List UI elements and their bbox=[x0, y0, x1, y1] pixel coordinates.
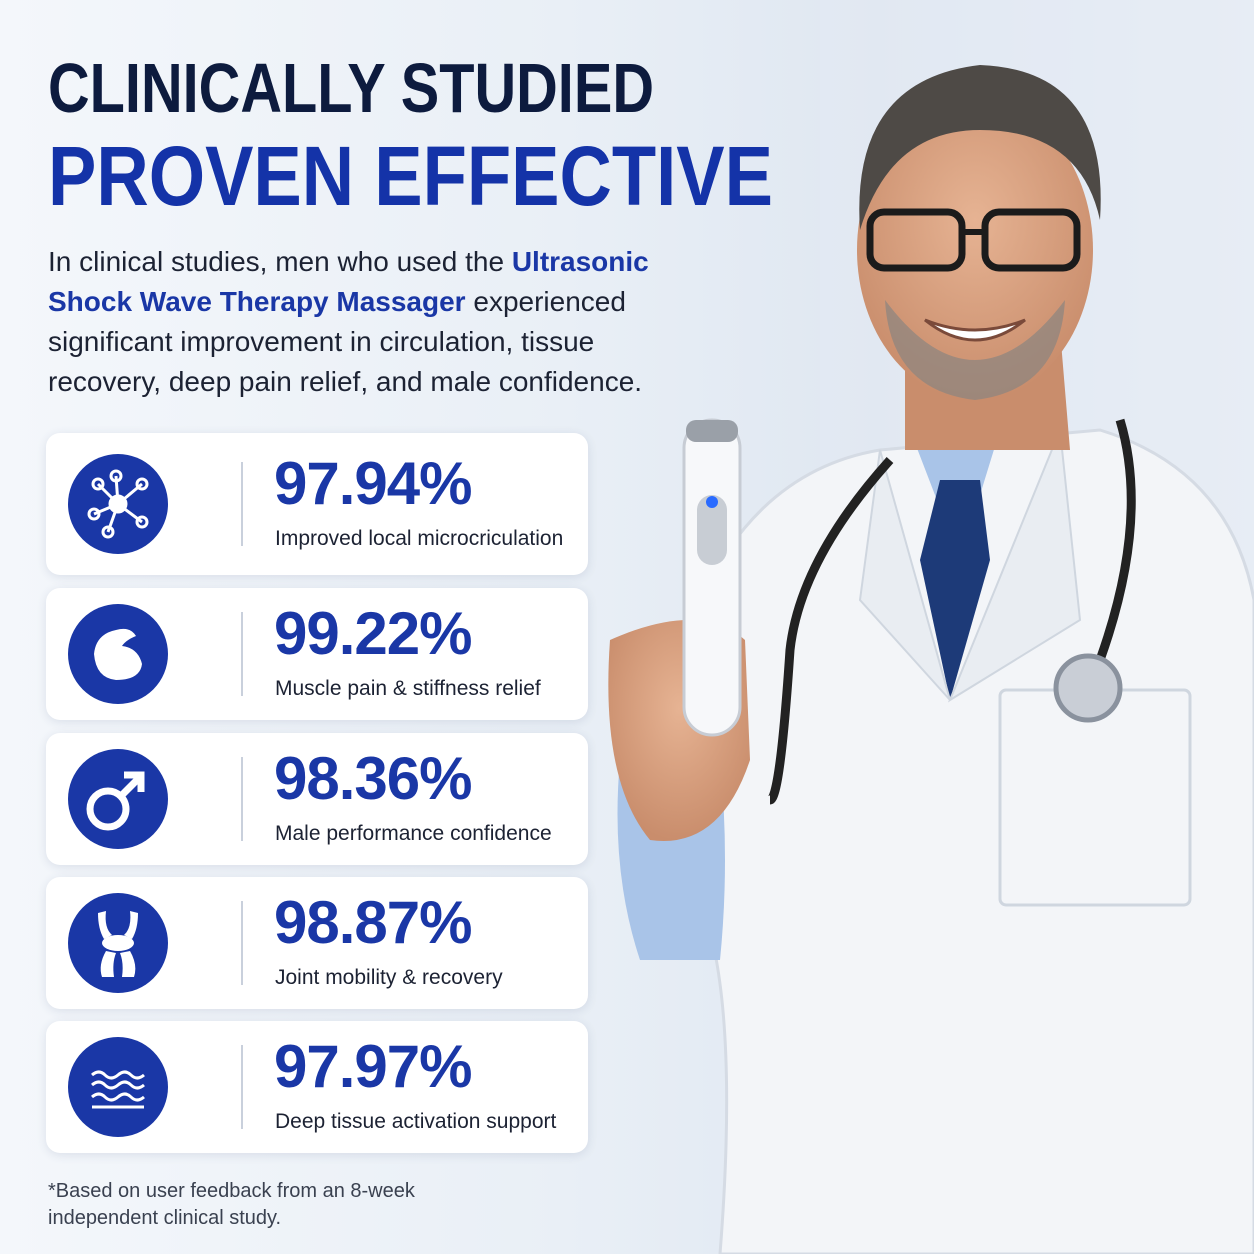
glasses-right bbox=[981, 208, 1081, 272]
footnote: *Based on user feedback from an 8-week in… bbox=[48, 1178, 415, 1232]
device bbox=[682, 418, 742, 737]
glasses-left bbox=[866, 208, 966, 272]
smile bbox=[924, 318, 1026, 342]
title-line2: PROVEN EFFECTIVE bbox=[48, 129, 773, 223]
device-button bbox=[697, 495, 727, 565]
hair bbox=[859, 65, 1101, 230]
stat-value: 99.22% bbox=[274, 600, 472, 667]
stat-card: 98.36% Male performance confidence bbox=[46, 733, 588, 865]
beard bbox=[885, 300, 1065, 400]
stat-label: Male performance confidence bbox=[275, 822, 552, 845]
stat-card: 98.87% Joint mobility & recovery bbox=[46, 877, 588, 1009]
stat-label: Improved local microcriculation bbox=[275, 527, 564, 550]
device-tip bbox=[686, 420, 738, 442]
stat-label: Joint mobility & recovery bbox=[275, 966, 503, 989]
device-light bbox=[706, 496, 718, 508]
stat-value: 98.87% bbox=[274, 889, 472, 956]
intro-text: experienced significant improvement in c… bbox=[48, 286, 643, 397]
stat-icon bbox=[68, 604, 243, 704]
footnote-line: *Based on user feedback from an 8-week bbox=[48, 1180, 415, 1202]
intro-highlight: Ultrasonic Shock Wave Therapy Massager bbox=[48, 246, 649, 317]
stat-card: 97.94% Improved local microcriculation bbox=[46, 433, 588, 575]
intro: In clinical studies, men who used the Ul… bbox=[48, 242, 688, 402]
stat-label: Deep tissue activation support bbox=[275, 1110, 557, 1133]
chestpiece bbox=[1053, 653, 1123, 723]
stat-label: Muscle pain & stiffness relief bbox=[275, 677, 541, 700]
intro-text: In clinical studies, men who used the bbox=[48, 246, 512, 277]
stat-icon bbox=[68, 454, 243, 554]
stat-value: 97.97% bbox=[274, 1033, 472, 1100]
tie bbox=[920, 480, 990, 700]
stat-icon bbox=[68, 749, 243, 849]
footnote-line: independent clinical study. bbox=[48, 1207, 282, 1229]
stat-card: 97.97% Deep tissue activation support bbox=[46, 1021, 588, 1153]
stat-value: 98.36% bbox=[274, 745, 472, 812]
title-line1: CLINICALLY STUDIED bbox=[48, 49, 654, 127]
coat bbox=[698, 428, 1254, 1254]
face bbox=[857, 100, 1093, 400]
lapel bbox=[858, 429, 1082, 703]
stat-value: 97.94% bbox=[274, 450, 472, 517]
stat-card: 99.22% Muscle pain & stiffness relief bbox=[46, 588, 588, 720]
stat-icon bbox=[68, 893, 243, 993]
stethoscope bbox=[767, 418, 1136, 805]
stat-icon bbox=[68, 1037, 243, 1137]
